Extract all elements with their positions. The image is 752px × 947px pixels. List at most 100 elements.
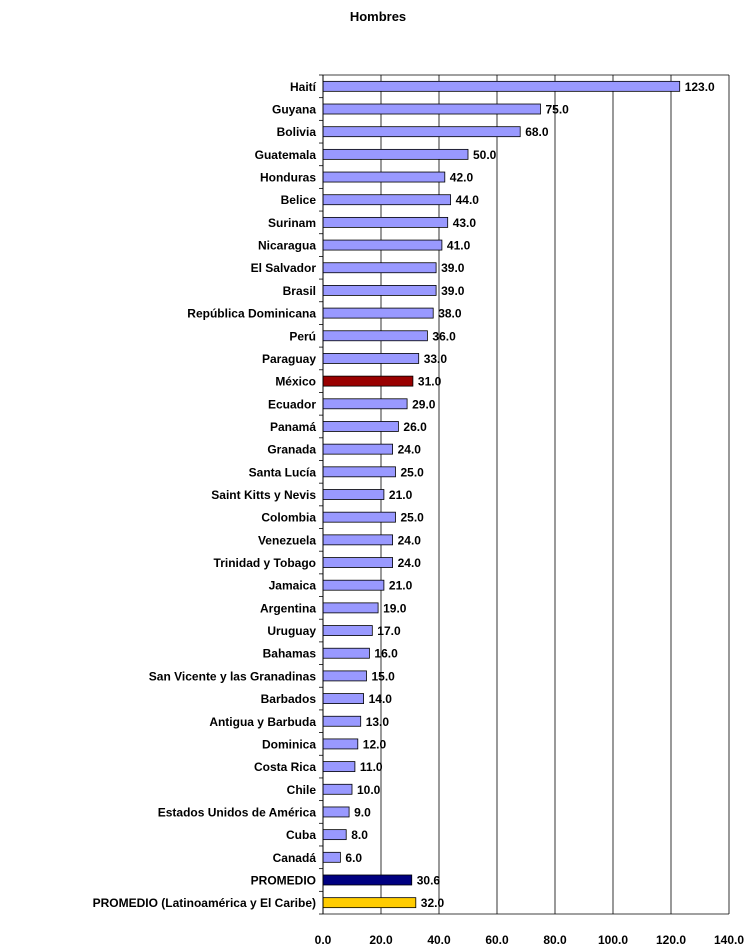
category-label: San Vicente y las Granadinas bbox=[149, 669, 317, 683]
category-label: Antigua y Barbuda bbox=[209, 715, 316, 729]
category-label: Paraguay bbox=[262, 352, 316, 366]
value-label: 16.0 bbox=[374, 647, 398, 661]
bar bbox=[322, 307, 434, 319]
value-label: 8.0 bbox=[351, 828, 368, 842]
category-label: Argentina bbox=[260, 601, 316, 615]
category-label: Dominica bbox=[262, 737, 316, 751]
value-label: 17.0 bbox=[377, 624, 401, 638]
x-tick-label: 140.0 bbox=[714, 933, 744, 947]
value-label: 50.0 bbox=[473, 148, 497, 162]
value-label: 21.0 bbox=[389, 579, 413, 593]
bar bbox=[322, 421, 399, 432]
value-label: 31.0 bbox=[418, 375, 442, 389]
value-label: 39.0 bbox=[441, 284, 465, 298]
bar bbox=[322, 194, 451, 206]
bar bbox=[322, 262, 437, 274]
x-tick-label: 0.0 bbox=[315, 933, 332, 947]
bar bbox=[322, 126, 521, 138]
category-label: Haití bbox=[290, 80, 317, 94]
value-label: 38.0 bbox=[438, 307, 462, 321]
category-label: Trinidad y Tobago bbox=[214, 556, 316, 570]
bar bbox=[322, 466, 396, 478]
category-label: Bolivia bbox=[277, 125, 317, 139]
value-label: 14.0 bbox=[369, 692, 393, 706]
bar bbox=[322, 330, 428, 342]
category-label: Granada bbox=[267, 443, 316, 457]
bar bbox=[322, 693, 364, 704]
value-label: 30.6 bbox=[417, 873, 441, 887]
category-label: Cuba bbox=[286, 828, 316, 842]
x-tick-label: 60.0 bbox=[485, 933, 509, 947]
x-tick-label: 20.0 bbox=[369, 933, 393, 947]
value-label: 24.0 bbox=[398, 443, 422, 457]
category-label: Jamaica bbox=[269, 579, 317, 593]
category-label: Guatemala bbox=[255, 148, 317, 162]
category-label: PROMEDIO (Latinoamérica y El Caribe) bbox=[93, 896, 316, 910]
bar bbox=[322, 375, 414, 387]
category-label: Surinam bbox=[268, 216, 316, 230]
category-label: Honduras bbox=[260, 171, 316, 185]
category-label: Perú bbox=[289, 329, 316, 343]
value-label: 43.0 bbox=[453, 216, 477, 230]
bar bbox=[322, 534, 393, 546]
category-label: Barbados bbox=[261, 692, 317, 706]
value-label: 44.0 bbox=[456, 193, 480, 207]
x-tick-label: 80.0 bbox=[543, 933, 567, 947]
value-label: 42.0 bbox=[450, 171, 474, 185]
bar bbox=[322, 80, 681, 92]
bar bbox=[322, 443, 393, 455]
bar bbox=[322, 738, 359, 750]
value-label: 21.0 bbox=[389, 488, 413, 502]
bar bbox=[322, 398, 408, 410]
value-label: 68.0 bbox=[525, 125, 549, 139]
value-label: 24.0 bbox=[398, 533, 422, 547]
category-label: Belice bbox=[281, 193, 317, 207]
value-label: 19.0 bbox=[383, 601, 407, 615]
category-label: Canadá bbox=[273, 851, 317, 865]
bar bbox=[322, 761, 356, 773]
category-label: Guyana bbox=[272, 103, 316, 117]
bar bbox=[322, 103, 541, 115]
value-label: 10.0 bbox=[357, 783, 381, 797]
category-label: Estados Unidos de América bbox=[158, 805, 317, 819]
value-label: 25.0 bbox=[401, 465, 425, 479]
value-label: 15.0 bbox=[372, 669, 396, 683]
bar bbox=[322, 874, 413, 886]
value-label: 39.0 bbox=[441, 261, 465, 275]
category-label: El Salvador bbox=[251, 261, 317, 275]
chart-title: Hombres bbox=[350, 9, 406, 24]
value-label: 24.0 bbox=[398, 556, 422, 570]
category-label: Ecuador bbox=[268, 397, 316, 411]
value-label: 13.0 bbox=[366, 715, 390, 729]
value-label: 75.0 bbox=[546, 103, 570, 117]
bar bbox=[322, 579, 385, 591]
bar bbox=[322, 602, 379, 614]
bar bbox=[322, 171, 446, 183]
plot-area: 0.0 20.0 40.0 60.0 80.0 100.0 120.0 140.0 Haití 1… bbox=[93, 74, 744, 947]
bar bbox=[322, 829, 347, 841]
bar bbox=[322, 806, 350, 818]
value-label: 29.0 bbox=[412, 397, 436, 411]
bar bbox=[322, 239, 443, 251]
bar bbox=[322, 353, 420, 364]
bar bbox=[322, 285, 437, 296]
category-label: Brasil bbox=[283, 284, 316, 298]
category-label: Venezuela bbox=[258, 533, 316, 547]
category-label: Panamá bbox=[270, 420, 316, 434]
category-label: Nicaragua bbox=[258, 239, 316, 253]
value-label: 25.0 bbox=[401, 511, 425, 525]
value-label: 26.0 bbox=[403, 420, 427, 434]
x-tick-label: 40.0 bbox=[427, 933, 451, 947]
value-label: 9.0 bbox=[354, 805, 371, 819]
category-label: Chile bbox=[287, 783, 317, 797]
bar bbox=[322, 216, 449, 228]
value-label: 32.0 bbox=[421, 896, 445, 910]
value-label: 33.0 bbox=[424, 352, 448, 366]
category-label: Saint Kitts y Nevis bbox=[211, 488, 316, 502]
value-label: 41.0 bbox=[447, 239, 471, 253]
value-label: 12.0 bbox=[363, 737, 387, 751]
bar bbox=[322, 715, 362, 727]
bar bbox=[322, 897, 417, 909]
value-label: 6.0 bbox=[345, 851, 362, 865]
